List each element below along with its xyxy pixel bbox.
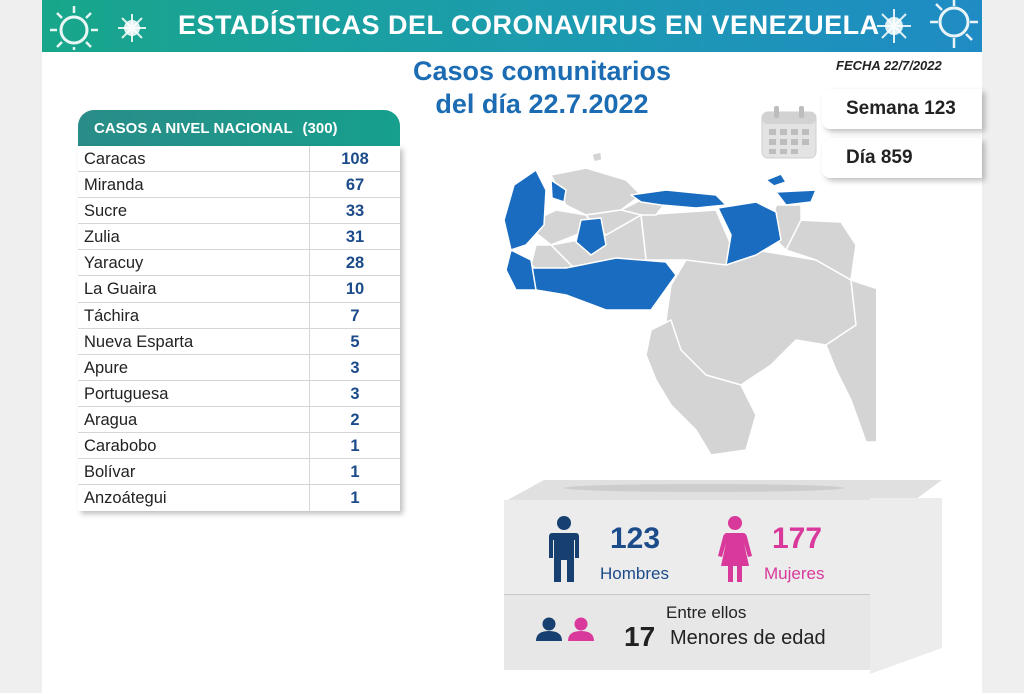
minors-section: Entre ellos 17 Menores de edad bbox=[504, 594, 870, 670]
map-region-capital bbox=[630, 189, 727, 209]
calendar-icon bbox=[761, 106, 817, 159]
man-icon bbox=[549, 516, 579, 582]
venezuela-map bbox=[503, 151, 876, 456]
case-count: 28 bbox=[345, 254, 365, 273]
case-count: 1 bbox=[350, 489, 360, 508]
table-row: Yaracuy 28 bbox=[78, 250, 400, 277]
minors-count: 17 bbox=[624, 621, 656, 652]
map-region-aruba bbox=[591, 151, 603, 163]
infographic: ESTADÍSTICAS DEL CORONAVIRUS EN VENEZUEL… bbox=[42, 0, 982, 693]
case-count: 10 bbox=[345, 280, 365, 299]
case-count: 2 bbox=[350, 410, 360, 429]
case-count: 3 bbox=[350, 358, 360, 377]
women-count: 177 bbox=[772, 522, 823, 555]
map-region-nueva-esparta bbox=[765, 173, 787, 187]
title-banner: ESTADÍSTICAS DEL CORONAVIRUS EN VENEZUEL… bbox=[42, 0, 982, 52]
table-row: Anzoátegui 1 bbox=[78, 485, 400, 512]
headline-line2: del día 22.7.2022 bbox=[435, 89, 649, 119]
table-row: Nueva Esparta 5 bbox=[78, 328, 400, 355]
virus-icon-corner bbox=[930, 0, 978, 48]
women-label: Mujeres bbox=[764, 564, 825, 583]
map-region-miranda bbox=[717, 201, 782, 266]
report-date: FECHA 22/7/2022 bbox=[836, 58, 942, 73]
map-region-essequibo bbox=[825, 279, 876, 443]
map-region-apure bbox=[525, 257, 677, 311]
map-region-falcon bbox=[550, 167, 642, 216]
case-count: 31 bbox=[345, 228, 365, 247]
state-name: Táchira bbox=[78, 302, 310, 328]
table-row: La Guaira 10 bbox=[78, 276, 400, 303]
case-count: 7 bbox=[350, 306, 360, 325]
state-name: La Guaira bbox=[78, 276, 310, 302]
headline-line1: Casos comunitarios bbox=[412, 56, 672, 86]
case-count: 1 bbox=[350, 437, 360, 456]
table-row: Táchira 7 bbox=[78, 302, 400, 329]
case-count: 108 bbox=[341, 150, 369, 168]
map-region-zulia-coast bbox=[550, 179, 567, 203]
minor-girl-icon bbox=[568, 617, 594, 641]
table-row: Miranda 67 bbox=[78, 172, 400, 199]
state-name: Carabobo bbox=[78, 433, 310, 459]
map-region-zulia bbox=[503, 169, 547, 251]
map-region-tachira bbox=[505, 249, 537, 291]
men-label: Hombres bbox=[600, 564, 669, 583]
table-header: CASOS A NIVEL NACIONAL (300) bbox=[78, 110, 400, 146]
state-name: Aragua bbox=[78, 406, 310, 433]
day-badge: Día 859 bbox=[822, 138, 982, 178]
card-shadow bbox=[504, 480, 942, 502]
map-region-amazonas bbox=[645, 319, 757, 456]
state-name: Nueva Esparta bbox=[78, 328, 310, 354]
state-name: Anzoátegui bbox=[78, 485, 310, 512]
case-count: 5 bbox=[350, 332, 360, 351]
table-row: Sucre 33 bbox=[78, 198, 400, 225]
state-name: Bolívar bbox=[78, 459, 310, 485]
page-title: ESTADÍSTICAS DEL CORONAVIRUS EN VENEZUEL… bbox=[178, 10, 880, 40]
virus-icon-right bbox=[877, 9, 911, 43]
state-name: Caracas bbox=[78, 146, 310, 172]
virus-icon-small bbox=[118, 14, 146, 42]
table-row: Zulia 31 bbox=[78, 224, 400, 251]
cases-table: Caracas 108 Miranda 67 Sucre 33 Zulia 31 Yaracuy… bbox=[78, 146, 400, 512]
week-badge: Semana 123 bbox=[822, 89, 982, 129]
table-row: Portuguesa 3 bbox=[78, 380, 400, 407]
table-row: Bolívar 1 bbox=[78, 459, 400, 486]
minors-label: Menores de edad bbox=[670, 627, 826, 649]
state-name: Sucre bbox=[78, 198, 310, 224]
table-row: Aragua 2 bbox=[78, 406, 400, 434]
table-row: Apure 3 bbox=[78, 354, 400, 381]
card-side-shadow bbox=[870, 498, 942, 674]
woman-icon bbox=[718, 516, 752, 582]
case-count: 1 bbox=[350, 463, 360, 482]
virus-icon bbox=[50, 6, 98, 50]
case-count: 33 bbox=[345, 202, 365, 221]
case-count: 3 bbox=[350, 384, 360, 403]
minor-boy-icon bbox=[536, 617, 562, 641]
table-total: (300) bbox=[302, 120, 338, 137]
state-name: Zulia bbox=[78, 224, 310, 250]
men-count: 123 bbox=[610, 522, 661, 555]
case-count: 67 bbox=[345, 176, 365, 195]
map-region-sucre bbox=[775, 189, 817, 206]
table-row: Carabobo 1 bbox=[78, 433, 400, 460]
state-name: Portuguesa bbox=[78, 380, 310, 406]
table-title: CASOS A NIVEL NACIONAL bbox=[94, 120, 293, 137]
map-region-guarico bbox=[640, 209, 732, 266]
headline: Casos comunitarios del día 22.7.2022 bbox=[382, 55, 702, 121]
state-name: Apure bbox=[78, 354, 310, 380]
state-name: Yaracuy bbox=[78, 250, 310, 276]
state-name: Miranda bbox=[78, 172, 310, 198]
map-region-yaracuy bbox=[575, 217, 607, 256]
table-row: Caracas 108 bbox=[78, 146, 400, 173]
minors-intro: Entre ellos bbox=[666, 603, 747, 622]
